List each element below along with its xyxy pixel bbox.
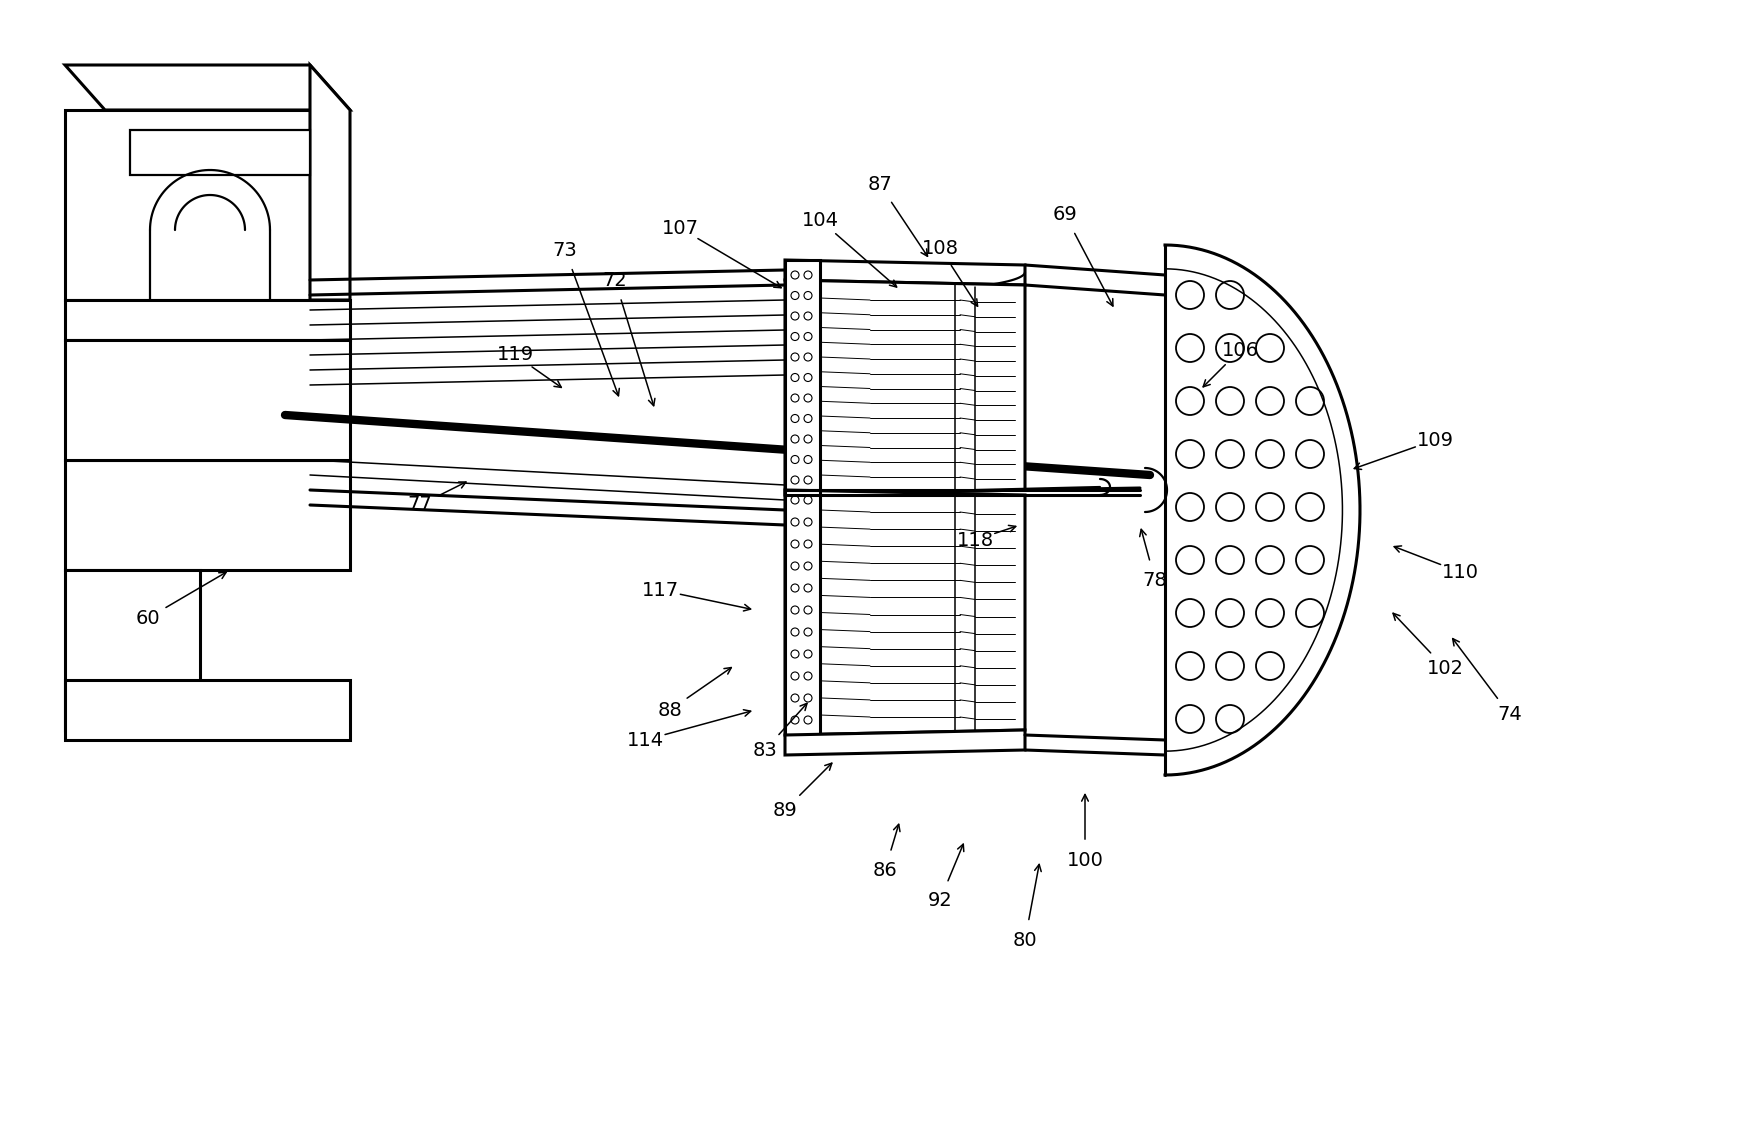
Text: 77: 77 (408, 495, 432, 515)
Text: 83: 83 (752, 741, 777, 760)
Polygon shape (786, 280, 1026, 495)
Polygon shape (65, 680, 350, 740)
Polygon shape (65, 110, 310, 300)
Text: 92: 92 (928, 891, 952, 910)
Polygon shape (310, 65, 350, 300)
Text: 102: 102 (1426, 659, 1463, 678)
Text: 104: 104 (802, 211, 838, 230)
Text: 73: 73 (553, 241, 578, 259)
Polygon shape (65, 570, 200, 730)
Polygon shape (786, 260, 1026, 285)
Text: 118: 118 (957, 530, 994, 549)
Text: 107: 107 (662, 218, 698, 238)
Text: 100: 100 (1066, 850, 1104, 869)
Polygon shape (786, 730, 1026, 756)
Text: 119: 119 (497, 346, 534, 365)
Text: 80: 80 (1013, 930, 1038, 949)
Text: 109: 109 (1416, 430, 1454, 449)
Polygon shape (786, 260, 821, 495)
Text: 88: 88 (658, 700, 682, 720)
Polygon shape (65, 300, 350, 340)
Text: 114: 114 (626, 731, 663, 750)
Polygon shape (786, 490, 821, 735)
Text: 69: 69 (1054, 206, 1078, 224)
Text: 86: 86 (873, 860, 898, 879)
Text: 72: 72 (602, 270, 628, 289)
Polygon shape (786, 490, 1026, 735)
Text: 74: 74 (1498, 706, 1522, 724)
Polygon shape (130, 129, 310, 175)
Text: 117: 117 (642, 581, 679, 599)
Text: 110: 110 (1442, 563, 1479, 581)
Text: 106: 106 (1222, 340, 1258, 359)
Text: 60: 60 (136, 608, 161, 627)
Text: 108: 108 (922, 239, 959, 258)
Polygon shape (65, 461, 350, 570)
Polygon shape (65, 65, 350, 110)
Text: 78: 78 (1143, 571, 1167, 590)
Text: 87: 87 (868, 176, 892, 195)
Text: 89: 89 (774, 801, 798, 820)
Polygon shape (65, 340, 350, 461)
